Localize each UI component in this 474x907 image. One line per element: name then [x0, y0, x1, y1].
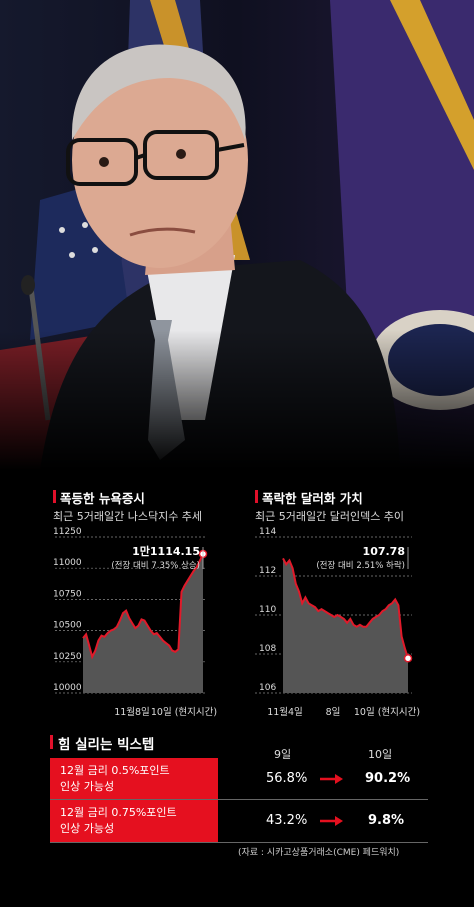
table-title-marker [50, 735, 53, 749]
right-arrow-icon [320, 816, 343, 826]
left-title-marker [53, 490, 56, 503]
y-tick-label: 10250 [53, 652, 82, 662]
right-title-marker [255, 490, 258, 503]
photo [0, 0, 474, 470]
col-header-10: 10일 [368, 748, 393, 761]
callout-note: (전장 대비 2.51% 하락) [316, 560, 405, 571]
y-tick-label: 10750 [53, 589, 82, 599]
x-tick-label: 10일 (현지시간) [354, 707, 420, 718]
y-tick-label: 114 [259, 527, 276, 537]
series-line [82, 553, 204, 660]
row2-value-9: 43.2% [266, 813, 308, 828]
x-tick-label: 8일 [326, 707, 341, 718]
y-tick-label: 112 [259, 566, 276, 576]
y-tick-label: 11000 [53, 558, 82, 568]
callout-note: (전장 대비 7.35% 상승) [111, 560, 200, 571]
row-divider [50, 799, 428, 800]
row1-value-10: 90.2% [365, 771, 411, 786]
left-panel-subtitle: 최근 5거래일간 나스닥지수 추세 [53, 510, 203, 523]
y-tick-label: 11250 [53, 527, 82, 537]
row1-label: 12월 금리 0.5%포인트 인상 가능성 [50, 758, 218, 800]
row2-label-line1: 12월 금리 0.75%포인트 [60, 806, 177, 819]
row2-label-line2: 인상 가능성 [60, 822, 115, 835]
x-tick-label: 10일 (현지시간) [151, 707, 217, 718]
source-note: (자료 : 시카고상품거래소(CME) 페드워치) [238, 848, 400, 858]
col-header-9: 9일 [274, 748, 292, 761]
series-line [282, 557, 409, 659]
callout-value: 1만1114.15 [132, 544, 200, 558]
x-tick-label: 11월4일 [267, 706, 303, 718]
y-tick-label: 110 [259, 605, 276, 615]
series-area [283, 558, 408, 693]
right-panel-title: 폭락한 달러화 가치 [262, 491, 363, 506]
row1-value-9: 56.8% [266, 771, 308, 786]
right-panel-subtitle: 최근 5거래일간 달러인덱스 추이 [255, 510, 405, 523]
y-tick-label: 106 [259, 683, 276, 693]
row2-label: 12월 금리 0.75%포인트 인상 가능성 [50, 800, 218, 842]
y-tick-label: 108 [259, 644, 276, 654]
row1-label-line2: 인상 가능성 [60, 780, 115, 793]
right-arrow-icon [320, 774, 343, 784]
dollar-index-chart: 114 112 110 108 106 107.78 (전장 대비 2.51% 하락) 11월… [255, 527, 420, 718]
y-tick-label: 10500 [53, 621, 82, 631]
left-panel-title: 폭등한 뉴욕증시 [60, 491, 145, 506]
nasdaq-chart: 11250 11000 10750 10500 10250 10000 1만1114.15 (… [53, 527, 217, 718]
series-area [83, 554, 203, 693]
row1-label-line1: 12월 금리 0.5%포인트 [60, 764, 170, 777]
y-tick-label: 10000 [53, 683, 82, 693]
table-title: 힘 실리는 빅스텝 [58, 737, 155, 753]
last-point [403, 654, 413, 663]
table-bottom-line [50, 842, 428, 843]
x-tick-label: 11월8일 [114, 706, 150, 718]
callout-value: 107.78 [363, 545, 405, 558]
row2-value-10: 9.8% [368, 813, 405, 828]
